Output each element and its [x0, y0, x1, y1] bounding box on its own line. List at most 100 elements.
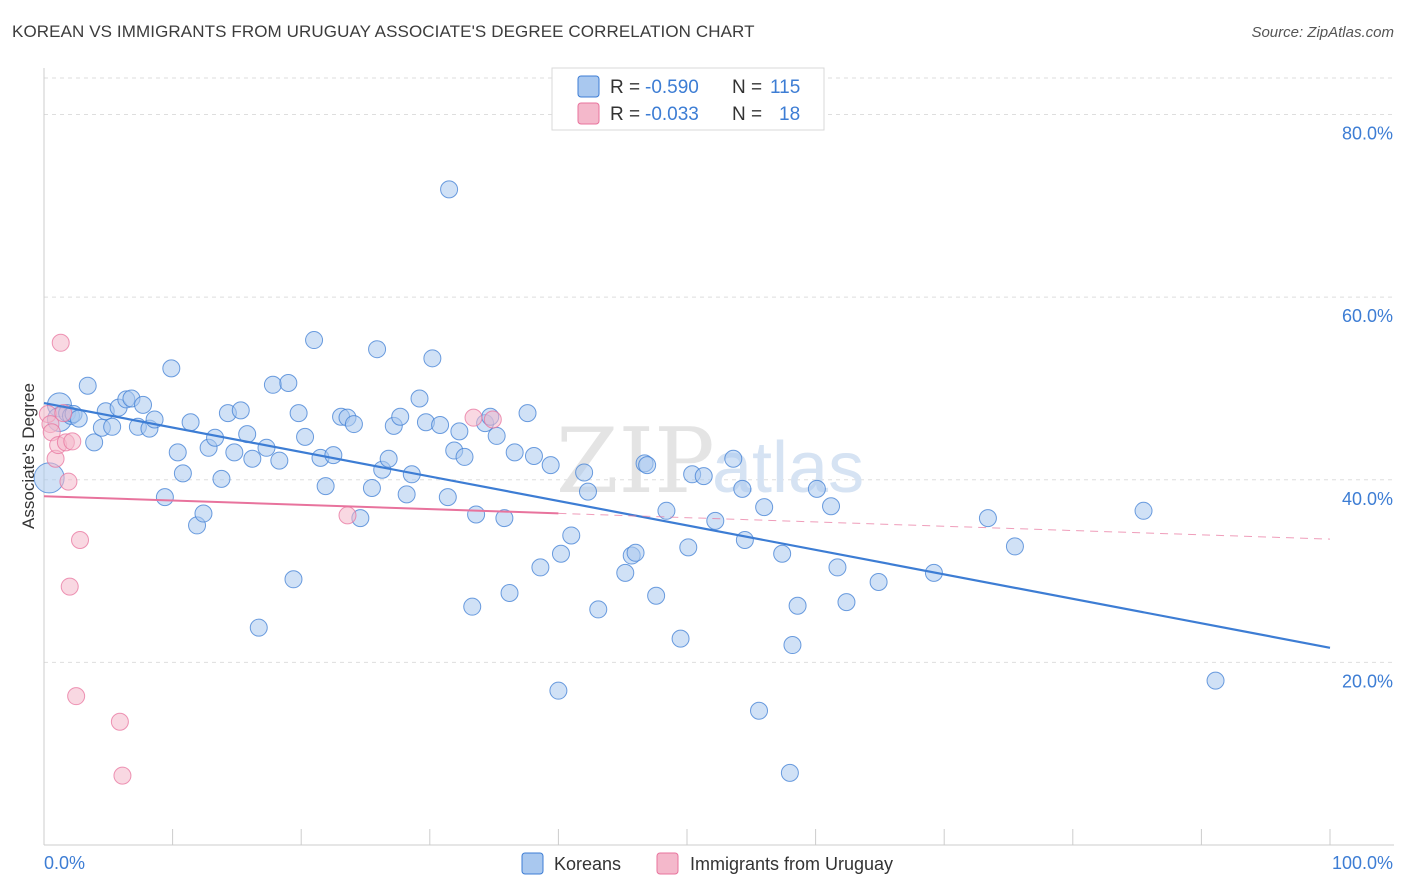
legend-n-value-1: 115 [770, 77, 800, 98]
point-korean [638, 456, 657, 475]
legend-label-koreans: Koreans [554, 854, 621, 874]
point-korean [379, 449, 398, 468]
point-uruguay [60, 577, 79, 596]
point-korean [181, 413, 200, 432]
watermark-zip: ZIP [556, 409, 715, 514]
point-korean [788, 596, 807, 615]
point-korean [783, 636, 802, 655]
y-tick-label: 40.0% [1342, 489, 1393, 509]
point-korean [706, 511, 725, 530]
point-korean [296, 427, 315, 446]
legend-n-label-1: N = [732, 77, 762, 98]
point-korean [750, 701, 769, 720]
data-points [33, 180, 1225, 785]
point-uruguay [59, 472, 78, 491]
point-korean [305, 331, 324, 350]
point-uruguay [54, 404, 73, 423]
legend-r-value-2: -0.033 [645, 104, 699, 125]
trend-line-koreans [43, 401, 1331, 649]
y-tick-label: 80.0% [1342, 124, 1393, 144]
point-korean [243, 449, 262, 468]
point-korean [155, 488, 174, 507]
point-korean [362, 478, 381, 497]
point-korean [487, 426, 506, 445]
legend-swatch-koreans-bottom [521, 852, 544, 875]
watermark-atlas: atlas [712, 428, 864, 508]
point-korean [344, 415, 363, 434]
point-korean [173, 464, 192, 483]
point-korean [837, 593, 856, 612]
point-korean [616, 563, 635, 582]
point-korean [450, 422, 469, 441]
point-korean [440, 180, 459, 199]
point-korean [279, 373, 298, 392]
point-korean [1005, 537, 1024, 556]
point-korean [575, 463, 594, 482]
point-korean [391, 407, 410, 426]
axes [43, 68, 1394, 846]
legend-swatch-uruguay [577, 102, 600, 125]
point-korean [495, 509, 514, 528]
y-tick-labels: 20.0% 40.0% 60.0% 80.0% [1342, 124, 1393, 692]
point-korean [978, 509, 997, 528]
point-korean [549, 681, 568, 700]
point-korean [423, 349, 442, 368]
point-korean [671, 629, 690, 648]
point-korean [500, 583, 519, 602]
point-korean [562, 526, 581, 545]
point-korean [1134, 501, 1153, 520]
legend-r-value-1: -0.590 [645, 77, 699, 98]
gridlines [44, 77, 1394, 663]
point-korean [578, 482, 597, 501]
point-korean [724, 449, 743, 468]
point-uruguay [110, 712, 129, 731]
point-korean [212, 469, 231, 488]
point-korean [85, 433, 104, 452]
point-korean [626, 543, 645, 562]
point-korean [505, 443, 524, 462]
point-korean [103, 417, 122, 436]
legend-n-value-2: 18 [779, 104, 800, 125]
point-korean [780, 763, 799, 782]
y-axis-label: Associate's Degree [19, 383, 38, 529]
point-korean [518, 404, 537, 423]
point-korean [410, 389, 429, 408]
point-korean [773, 544, 792, 563]
trend-lines [43, 401, 1331, 649]
point-uruguay [67, 687, 86, 706]
point-korean [284, 570, 303, 589]
point-uruguay [63, 432, 82, 451]
legend-swatch-koreans [577, 75, 600, 98]
point-korean [33, 462, 65, 494]
legend-r-label-1: R = [610, 77, 640, 98]
point-korean [438, 488, 457, 507]
point-korean [431, 415, 450, 434]
point-korean [324, 446, 343, 465]
y-tick-label: 20.0% [1342, 671, 1393, 691]
legend-r-label-2: R = [610, 104, 640, 125]
point-korean [463, 597, 482, 616]
point-korean [397, 485, 416, 504]
point-korean [869, 573, 888, 592]
legend-n-label-2: N = [732, 104, 762, 125]
point-korean [733, 479, 752, 498]
point-korean [822, 497, 841, 516]
source-label: Source: ZipAtlas.com [1251, 24, 1394, 41]
x-tick-label: 100.0% [1332, 853, 1393, 873]
point-korean [455, 447, 474, 466]
chart-title: KOREAN VS IMMIGRANTS FROM URUGUAY ASSOCI… [12, 22, 755, 41]
point-korean [807, 479, 826, 498]
point-korean [735, 531, 754, 550]
point-uruguay [71, 531, 90, 550]
point-korean [541, 456, 560, 475]
legend-top: R = -0.590 N = 115 R = -0.033 N = 18 [551, 67, 825, 131]
legend-swatch-uruguay-bottom [656, 852, 679, 875]
point-korean [194, 504, 213, 523]
point-korean [225, 443, 244, 462]
point-uruguay [483, 410, 502, 429]
point-korean [270, 451, 289, 470]
point-korean [589, 600, 608, 619]
point-korean [1206, 671, 1225, 690]
point-korean [657, 501, 676, 520]
point-korean [134, 395, 153, 414]
